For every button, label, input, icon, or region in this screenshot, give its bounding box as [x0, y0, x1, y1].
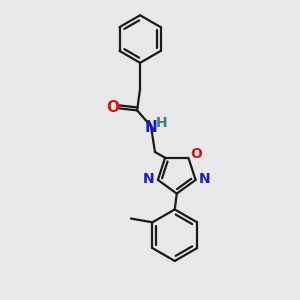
Text: N: N	[145, 120, 158, 135]
Text: N: N	[199, 172, 210, 186]
Text: O: O	[106, 100, 119, 115]
Text: N: N	[143, 172, 155, 186]
Text: H: H	[156, 116, 168, 130]
Text: O: O	[190, 147, 202, 161]
